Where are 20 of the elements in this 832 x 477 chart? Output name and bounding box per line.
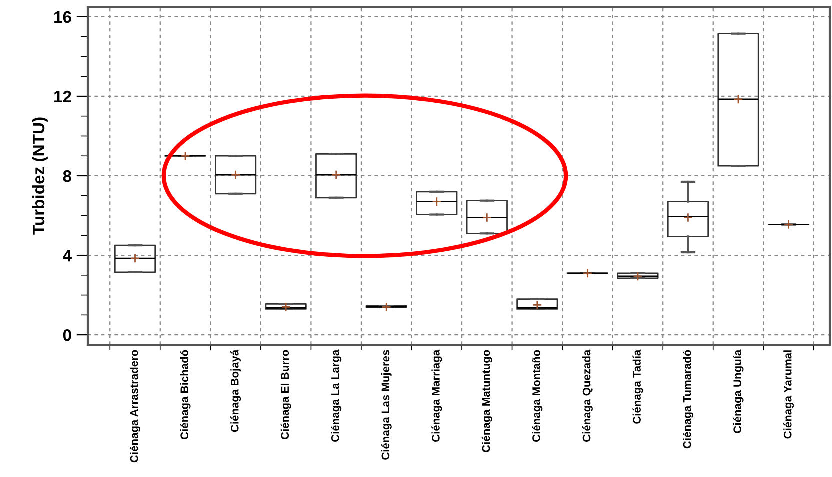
- x-tick-label: Ciénaga Bichadó: [180, 350, 191, 440]
- y-tick-label: 8: [63, 170, 72, 182]
- y-tick-label: 16: [54, 11, 72, 24]
- x-tick-label: Ciénaga Marriaga: [432, 350, 442, 442]
- x-tick-label: Ciénaga Tumaradó: [682, 350, 694, 449]
- x-tick-label: Ciénaga Matuntugo: [482, 350, 492, 452]
- x-tick-label: Ciénaga Tadía: [632, 350, 644, 424]
- x-tick-label: Ciénaga Unguía: [733, 350, 744, 434]
- x-tick-label: Ciénaga Montaño: [532, 350, 543, 442]
- x-tick-label: Ciénaga Bojayá: [230, 350, 242, 432]
- y-tick-label: 0: [63, 329, 72, 342]
- x-tick-label: Ciénaga Yarumal: [784, 350, 794, 439]
- x-tick-label: Ciénaga Arrastradero: [130, 350, 141, 463]
- x-tick-label: Ciénaga La Larga: [331, 350, 342, 442]
- y-tick-label: 4: [63, 250, 72, 262]
- x-tick-label: Ciénaga Las Mujeres: [381, 350, 392, 460]
- y-axis-title: Turbidez (NTU): [32, 118, 48, 235]
- y-tick-label: 12: [54, 90, 72, 103]
- x-tick-label: Ciénaga El Burro: [280, 350, 292, 440]
- x-tick-label: Ciénaga Quezada: [582, 350, 593, 442]
